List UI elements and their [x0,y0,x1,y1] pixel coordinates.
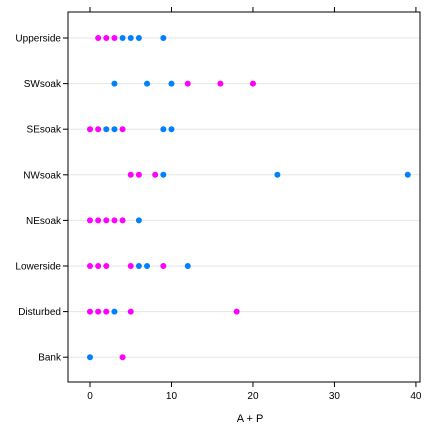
data-point [95,263,102,269]
data-point [103,263,110,269]
y-tick-label: SWsoak [24,79,62,90]
data-point [95,308,102,315]
data-point [87,263,93,269]
data-point [160,171,167,178]
data-point [103,126,110,133]
x-tick-label: 20 [247,391,259,402]
data-point [111,308,118,315]
data-point [168,126,175,133]
data-point [160,35,167,41]
data-point [119,354,126,361]
data-point [144,263,151,269]
data-point [87,126,93,133]
reference-lines [68,37,420,358]
x-tick-label: 40 [410,391,422,402]
data-point [404,171,411,178]
data-point [144,80,151,87]
y-tick-label: Upperside [15,34,61,45]
data-point [160,263,167,269]
data-point [87,308,93,315]
y-tick-label: Lowerside [15,262,61,273]
data-point [135,263,142,269]
data-point [160,126,167,133]
data-point [119,35,126,41]
data-point [103,35,110,41]
data-point [111,217,118,224]
data-point [95,217,102,224]
data-point [103,308,110,315]
data-point [135,171,142,178]
plot-frame [67,11,421,383]
data-point [119,126,126,133]
y-tick-label: Disturbed [18,307,61,318]
x-tick-label: 30 [329,391,341,402]
data-point [127,171,134,178]
data-point [217,80,224,87]
x-tick-label: 0 [87,391,93,402]
data-points [87,35,411,361]
y-tick-label: NEsoak [26,216,62,227]
y-tick-label: SEsoak [27,125,62,136]
data-point [152,171,159,178]
data-point [119,217,126,224]
data-point [127,308,134,315]
data-point [87,354,93,361]
data-point [168,80,175,87]
y-axis: Upperside SWsoak SEsoak NWsoak NEsoak Lowersi… [15,34,68,364]
data-point [249,80,256,87]
data-point [87,217,93,224]
x-tick-label: 10 [166,391,178,402]
x-axis-title: A + P [237,413,264,425]
data-point [95,126,102,133]
data-point [111,35,118,41]
y-tick-label: Bank [38,353,62,364]
data-point [111,126,118,133]
data-point [103,217,110,224]
data-point [135,35,142,41]
x-axis: 0 10 20 30 40 [87,7,422,402]
data-point [233,308,240,315]
data-point [127,263,134,269]
data-point [127,35,134,41]
data-point [135,217,142,224]
data-point [274,171,281,178]
data-point [184,80,191,87]
data-point [95,35,102,41]
y-tick-label: NWsoak [23,170,62,181]
data-point [184,263,191,269]
data-point [111,80,118,87]
